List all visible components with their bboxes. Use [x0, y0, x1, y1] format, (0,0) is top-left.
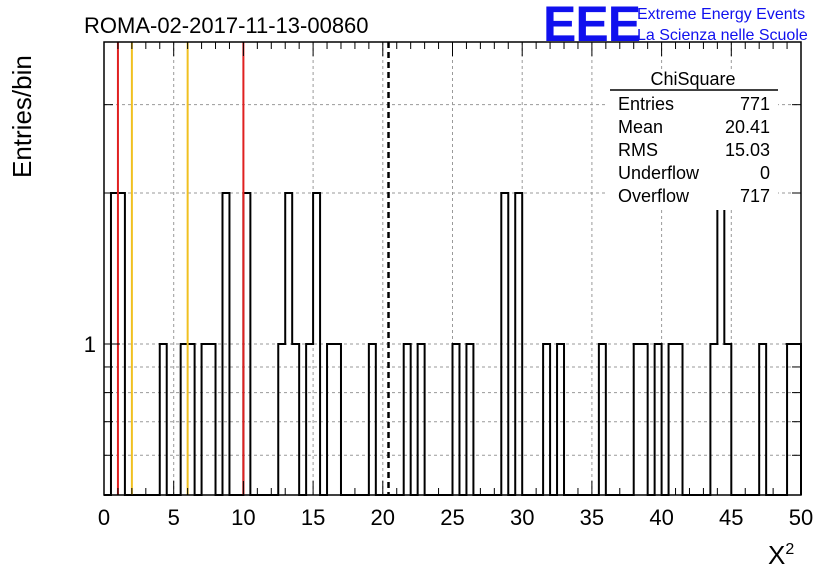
- stats-row-value: 20.41: [725, 117, 770, 137]
- histogram-bin: [418, 344, 425, 495]
- stats-row-label: Overflow: [618, 186, 690, 206]
- x-tick-label: 30: [510, 505, 534, 530]
- histogram-bin: [641, 344, 648, 495]
- histogram-bin: [466, 344, 473, 495]
- histogram-bin: [599, 344, 606, 495]
- histogram-bin: [453, 344, 460, 495]
- x-tick-label: 5: [168, 505, 180, 530]
- histogram-bin: [669, 344, 676, 495]
- chart-title: ROMA-02-2017-11-13-00860: [84, 13, 369, 38]
- stats-row-label: Mean: [618, 117, 663, 137]
- histogram-bin: [243, 193, 250, 495]
- histogram-bin: [676, 344, 683, 495]
- x-tick-label: 45: [719, 505, 743, 530]
- stats-box: ChiSquare Entries 771 Mean 20.41 RMS 15.03 Und…: [608, 69, 778, 210]
- x-axis-label-superscript: 2: [785, 541, 794, 558]
- histogram-bin: [188, 344, 195, 495]
- axes: 0 5 10 15 20 25 30 35 40 45 50 1: [84, 41, 813, 530]
- histogram-bin: [313, 193, 320, 495]
- histogram-bin: [717, 193, 724, 495]
- x-tick-label: 35: [580, 505, 604, 530]
- x-tick-label: 20: [371, 505, 395, 530]
- x-axis-label: X2: [768, 540, 794, 570]
- histogram-bin: [278, 344, 285, 495]
- histogram-outline: [104, 192, 802, 496]
- logo-line-1: Extreme Energy Events: [637, 6, 805, 23]
- histogram-bin: [724, 344, 731, 495]
- stats-row-value: 771: [740, 94, 770, 114]
- histogram-bin: [202, 344, 209, 495]
- eee-logo: EEE Extreme Energy Events La Scienza nel…: [543, 0, 808, 52]
- histogram-bin: [501, 193, 508, 495]
- stats-title: ChiSquare: [650, 69, 735, 89]
- histogram-bin: [306, 344, 313, 495]
- stats-row-label: Entries: [618, 94, 674, 114]
- histogram-bin: [557, 344, 564, 495]
- histogram-bin: [404, 344, 411, 495]
- stats-row-value: 15.03: [725, 140, 770, 160]
- x-tick-label: 15: [301, 505, 325, 530]
- histogram-bin: [327, 344, 334, 495]
- marker-lines: [116, 42, 390, 495]
- histogram-bin: [655, 344, 662, 495]
- histogram-bin: [515, 193, 522, 495]
- x-tick-label: 10: [231, 505, 255, 530]
- y-axis-label: Entries/bin: [7, 55, 37, 178]
- y-tick-label: 1: [84, 332, 96, 357]
- x-tick-label: 25: [440, 505, 464, 530]
- stats-row-value: 717: [740, 186, 770, 206]
- histogram-bin: [209, 344, 216, 495]
- histogram-bin: [759, 344, 766, 495]
- x-axis-label-base: X: [768, 540, 785, 570]
- histogram-bin: [334, 344, 341, 495]
- histogram-bin: [222, 193, 229, 495]
- x-tick-label: 50: [789, 505, 813, 530]
- stats-row-label: RMS: [618, 140, 658, 160]
- histogram-bin: [634, 344, 641, 495]
- stats-background: [608, 70, 778, 210]
- histogram-bin: [285, 193, 292, 495]
- histogram-bin: [543, 344, 550, 495]
- logo-line-2: La Scienza nelle Scuole: [637, 27, 808, 44]
- histogram-bin: [160, 344, 167, 495]
- histogram-bin: [181, 344, 188, 495]
- x-tick-label: 40: [649, 505, 673, 530]
- stats-row-value: 0: [760, 163, 770, 183]
- x-tick-label: 0: [98, 505, 110, 530]
- histogram-bin: [292, 344, 299, 495]
- histogram-bin: [710, 344, 717, 495]
- stats-row-label: Underflow: [618, 163, 700, 183]
- histogram-bin: [369, 344, 376, 495]
- histogram: [104, 192, 802, 496]
